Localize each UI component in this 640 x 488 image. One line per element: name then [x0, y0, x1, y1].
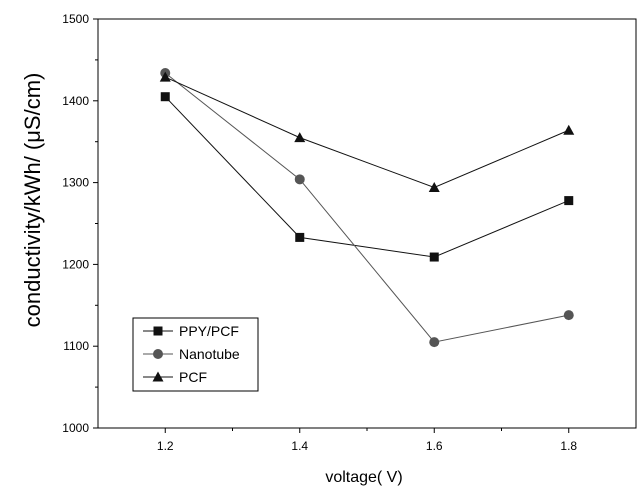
legend-label: PCF [179, 369, 207, 385]
series-ppy-pcf [160, 92, 574, 262]
series-nanotube [160, 67, 574, 348]
legend-label: Nanotube [179, 346, 240, 362]
data-point [294, 174, 305, 185]
y-axis-title: conductivity/kWh/ (μS/cm) [20, 73, 45, 328]
data-point [429, 337, 440, 348]
data-point [294, 132, 306, 143]
series-layer [159, 67, 575, 348]
series-pcf [159, 71, 575, 193]
data-point [563, 310, 574, 321]
y-tick-label: 1400 [62, 94, 89, 108]
data-point [564, 196, 574, 206]
data-point [295, 232, 305, 242]
data-point [428, 182, 440, 193]
x-tick-label: 1.2 [157, 439, 174, 453]
x-tick-label: 1.8 [560, 439, 577, 453]
y-tick-label: 1100 [63, 339, 89, 353]
y-tick-label: 1500 [62, 12, 89, 26]
legend-label: PPY/PCF [179, 323, 239, 339]
legend: PPY/PCF Nanotube PCF [132, 317, 259, 392]
axes: 1000 1100 1200 1300 1400 1500 1.2 1.4 1.6 1.8 [62, 12, 577, 453]
series-line [164, 96, 569, 258]
y-tick-label: 1000 [62, 421, 89, 435]
y-tick-label: 1200 [62, 257, 89, 271]
data-point [429, 252, 439, 262]
x-axis-title: voltage( V) [325, 469, 402, 486]
x-tick-label: 1.4 [291, 439, 308, 453]
legend-marker [152, 371, 164, 382]
legend-marker [153, 326, 163, 336]
y-tick-label: 1300 [62, 176, 89, 190]
data-point [563, 124, 575, 135]
series-line [164, 72, 569, 343]
legend-marker [153, 349, 163, 359]
data-point [160, 92, 170, 102]
series-line [165, 76, 569, 189]
x-tick-label: 1.6 [426, 439, 443, 453]
data-point [159, 71, 171, 82]
